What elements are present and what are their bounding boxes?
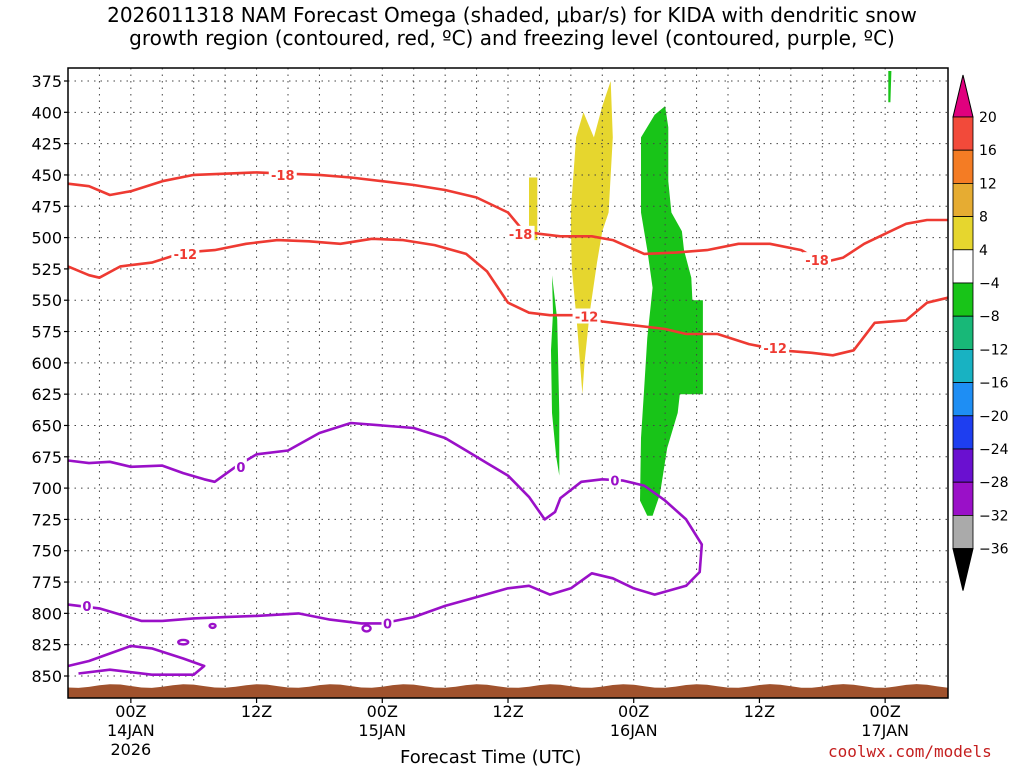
colorbar-label-4: 4 <box>979 243 988 259</box>
title-line-1: 2026011318 NAM Forecast Omega (shaded, μ… <box>107 3 917 27</box>
y-tick-label-725: 725 <box>31 510 62 529</box>
y-tick-label-675: 675 <box>31 448 62 467</box>
colorbar-swatch-13 <box>952 515 974 550</box>
chart-title: 2026011318 NAM Forecast Omega (shaded, μ… <box>0 4 1024 50</box>
contour-3 <box>67 644 206 677</box>
omega-region-3 <box>888 71 892 103</box>
colorbar-swatch-3 <box>952 182 974 217</box>
contour-label-bg-1 <box>506 225 535 241</box>
contour-label-0: -18 <box>271 169 295 184</box>
colorbar-swatch-6 <box>952 282 974 317</box>
credit-text: coolwx.com/models <box>828 742 992 761</box>
x-tick-label-2: 00Z <box>367 702 398 721</box>
colorbar-label-8: −16 <box>979 376 1009 392</box>
contour-label-7: 0 <box>610 475 619 490</box>
contour-label-bg-9 <box>381 615 394 631</box>
colorbar-top-arrow <box>952 74 974 118</box>
y-tick-label-700: 700 <box>31 479 62 498</box>
contour-ring-1 <box>177 638 190 646</box>
contour-label-bg-8 <box>80 597 93 613</box>
y-tick-label-450: 450 <box>31 166 62 185</box>
y-tick-label-375: 375 <box>31 72 62 91</box>
colorbar-swatch-4 <box>952 216 974 251</box>
contour-label-bg-5 <box>761 339 790 355</box>
contour-2 <box>67 421 704 625</box>
contour-label-3: -12 <box>174 248 198 263</box>
x-tick-year-0: 2026 <box>110 740 151 759</box>
contour-label-9: 0 <box>383 617 392 632</box>
x-axis-label: Forecast Time (UTC) <box>400 747 582 768</box>
y-tick-label-775: 775 <box>31 573 62 592</box>
colorbar-label-10: −24 <box>979 442 1009 458</box>
x-tick-date-2: 15JAN <box>358 721 406 740</box>
colorbar-label-5: −4 <box>979 276 1000 292</box>
colorbar-swatch-7 <box>952 315 974 350</box>
colorbar-label-6: −8 <box>979 309 1000 325</box>
y-tick-label-525: 525 <box>31 260 62 279</box>
colorbar-swatch-5 <box>952 249 974 284</box>
plot-area <box>68 68 948 698</box>
colorbar-label-0: 20 <box>979 110 997 126</box>
contour-label-bg-4 <box>572 308 601 324</box>
contour-label-1: -18 <box>509 228 533 243</box>
colorbar-label-13: −36 <box>979 542 1009 558</box>
y-tick-label-600: 600 <box>31 354 62 373</box>
colorbar-label-12: −32 <box>979 508 1009 524</box>
contour-label-bg-0 <box>268 166 297 182</box>
omega-region-5 <box>640 106 703 516</box>
colorbar-swatch-12 <box>952 481 974 516</box>
title-line-2: growth region (contoured, red, ºC) and f… <box>129 26 895 50</box>
y-tick-label-425: 425 <box>31 135 62 154</box>
contour-label-2: -18 <box>805 254 829 269</box>
colorbar-swatch-2 <box>952 149 974 184</box>
omega-region-4 <box>551 275 560 476</box>
omega-region-1 <box>529 177 538 241</box>
y-tick-label-550: 550 <box>31 291 62 310</box>
contour-ring-2 <box>208 622 217 630</box>
contour-label-6: 0 <box>236 461 245 476</box>
terrain <box>68 684 948 698</box>
y-tick-label-650: 650 <box>31 416 62 435</box>
x-tick-label-4: 00Z <box>618 702 649 721</box>
colorbar-swatch-1 <box>952 116 974 151</box>
contour-label-bg-3 <box>171 245 200 261</box>
y-tick-label-500: 500 <box>31 229 62 248</box>
y-tick-label-825: 825 <box>31 636 62 655</box>
colorbar-bottom-arrow <box>952 548 974 591</box>
colorbar-label-2: 12 <box>979 176 997 192</box>
colorbar-swatch-11 <box>952 448 974 483</box>
y-tick-label-400: 400 <box>31 103 62 122</box>
colorbar-label-1: 16 <box>979 143 997 159</box>
contour-label-8: 0 <box>82 600 91 615</box>
colorbar-label-9: −20 <box>979 409 1009 425</box>
contour-label-bg-6 <box>234 458 247 474</box>
x-tick-date-6: 17JAN <box>861 721 909 740</box>
contour-ring-3 <box>361 624 372 633</box>
y-tick-label-750: 750 <box>31 542 62 561</box>
y-tick-label-850: 850 <box>31 667 62 686</box>
x-tick-date-0: 14JAN <box>107 721 155 740</box>
colorbar-label-11: −28 <box>979 475 1009 491</box>
y-tick-label-625: 625 <box>31 385 62 404</box>
y-tick-label-575: 575 <box>31 323 62 342</box>
colorbar-label-3: 8 <box>979 210 988 226</box>
colorbar-swatch-10 <box>952 415 974 450</box>
x-tick-label-3: 12Z <box>492 702 523 721</box>
x-tick-date-4: 16JAN <box>610 721 658 740</box>
colorbar-label-7: −12 <box>979 342 1009 358</box>
colorbar-swatch-9 <box>952 382 974 417</box>
x-tick-label-0: 00Z <box>115 702 146 721</box>
contour-label-4: -12 <box>575 310 599 325</box>
y-tick-label-475: 475 <box>31 197 62 216</box>
contour-label-5: -12 <box>763 342 787 357</box>
y-tick-label-800: 800 <box>31 604 62 623</box>
contour-label-bg-7 <box>608 472 621 488</box>
contour-label-bg-2 <box>803 252 832 268</box>
colorbar-swatch-8 <box>952 348 974 383</box>
x-tick-label-5: 12Z <box>744 702 775 721</box>
x-tick-label-1: 12Z <box>241 702 272 721</box>
x-tick-label-6: 00Z <box>869 702 900 721</box>
